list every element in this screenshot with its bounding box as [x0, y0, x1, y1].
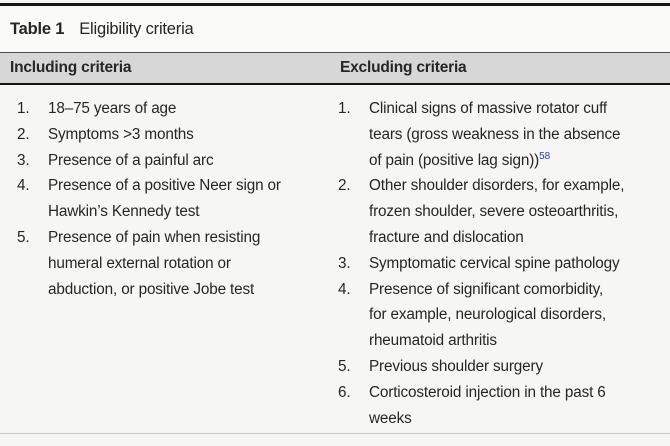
table-caption: Table 1 Eligibility criteria — [0, 6, 670, 52]
item-line: tears (gross weakness in the absence — [369, 125, 621, 143]
item-number: 2. — [338, 177, 351, 195]
item-number: 1. — [338, 100, 351, 117]
list-item: 4. Presence of a positive Neer sign or H… — [17, 173, 333, 225]
item-number: 4. — [338, 280, 351, 298]
item-line: weeks — [369, 409, 412, 427]
list-item: 6. Corticosteroid injection in the past … — [338, 380, 666, 432]
list-item: 1. 18–75 years of age — [17, 96, 333, 122]
list-item: 3. Symptomatic cervical spine pathology — [338, 251, 666, 277]
citation-link-58[interactable]: 58 — [539, 150, 551, 162]
item-number: 3. — [17, 151, 30, 169]
item-line: Presence of a painful arc — [48, 151, 214, 169]
item-line: of pain (positive lag sign))58 — [369, 148, 666, 174]
table-body: 1. 18–75 years of age 2. Symptoms >3 mon… — [0, 85, 670, 446]
item-line: Symptomatic cervical spine pathology — [369, 254, 620, 272]
including-criteria-header: Including criteria — [10, 59, 132, 76]
item-line: Clinical signs of massive rotator cuff — [369, 100, 608, 117]
item-line: Hawkin’s Kennedy test — [48, 203, 200, 221]
item-line: abduction, or positive Jobe test — [48, 280, 255, 298]
table-header-row: Including criteria Excluding criteria — [0, 52, 670, 85]
item-number: 4. — [17, 177, 30, 195]
item-line: Presence of a positive Neer sign or — [48, 177, 281, 195]
list-item: 2. Symptoms >3 months — [17, 122, 333, 148]
item-line: humeral external rotation or — [48, 254, 231, 272]
excluding-criteria-header: Excluding criteria — [340, 59, 467, 76]
item-line: frozen shoulder, severe osteoarthritis, — [369, 203, 619, 221]
list-item: 5. Previous shoulder surgery — [338, 354, 666, 380]
item-number: 6. — [338, 383, 351, 401]
item-line: Symptoms >3 months — [48, 125, 194, 143]
item-number: 5. — [338, 357, 351, 375]
item-number: 1. — [17, 100, 30, 117]
list-item: 1. Clinical signs of massive rotator cuf… — [338, 96, 666, 173]
including-criteria-list: 1. 18–75 years of age 2. Symptoms >3 mon… — [17, 96, 333, 302]
item-line: Previous shoulder surgery — [369, 357, 543, 375]
item-number: 2. — [17, 125, 30, 143]
table-top-rule — [0, 3, 670, 6]
list-item: 5. Presence of pain when resisting humer… — [17, 225, 333, 302]
item-line: Presence of significant comorbidity, — [369, 280, 604, 298]
item-line-text: of pain (positive lag sign)) — [369, 151, 540, 169]
item-line: Other shoulder disorders, for example, — [369, 177, 625, 195]
list-item: 2. Other shoulder disorders, for example… — [338, 173, 666, 250]
item-line: 18–75 years of age — [48, 100, 177, 117]
excluding-criteria-list: 1. Clinical signs of massive rotator cuf… — [338, 96, 666, 431]
item-line: rheumatoid arthritis — [369, 332, 497, 350]
item-line: for example, neurological disorders, — [369, 306, 606, 324]
item-line: Presence of pain when resisting — [48, 228, 261, 246]
item-line: Corticosteroid injection in the past 6 — [369, 383, 606, 401]
table-title: Eligibility criteria — [79, 19, 194, 38]
item-number: 5. — [17, 228, 30, 246]
table-number-label: Table 1 — [10, 19, 65, 38]
list-item: 3. Presence of a painful arc — [17, 148, 333, 174]
table-bottom-rule — [0, 433, 670, 434]
list-item: 4. Presence of significant comorbidity, … — [338, 277, 666, 354]
item-line: fracture and dislocation — [369, 228, 524, 246]
item-number: 3. — [338, 254, 351, 272]
